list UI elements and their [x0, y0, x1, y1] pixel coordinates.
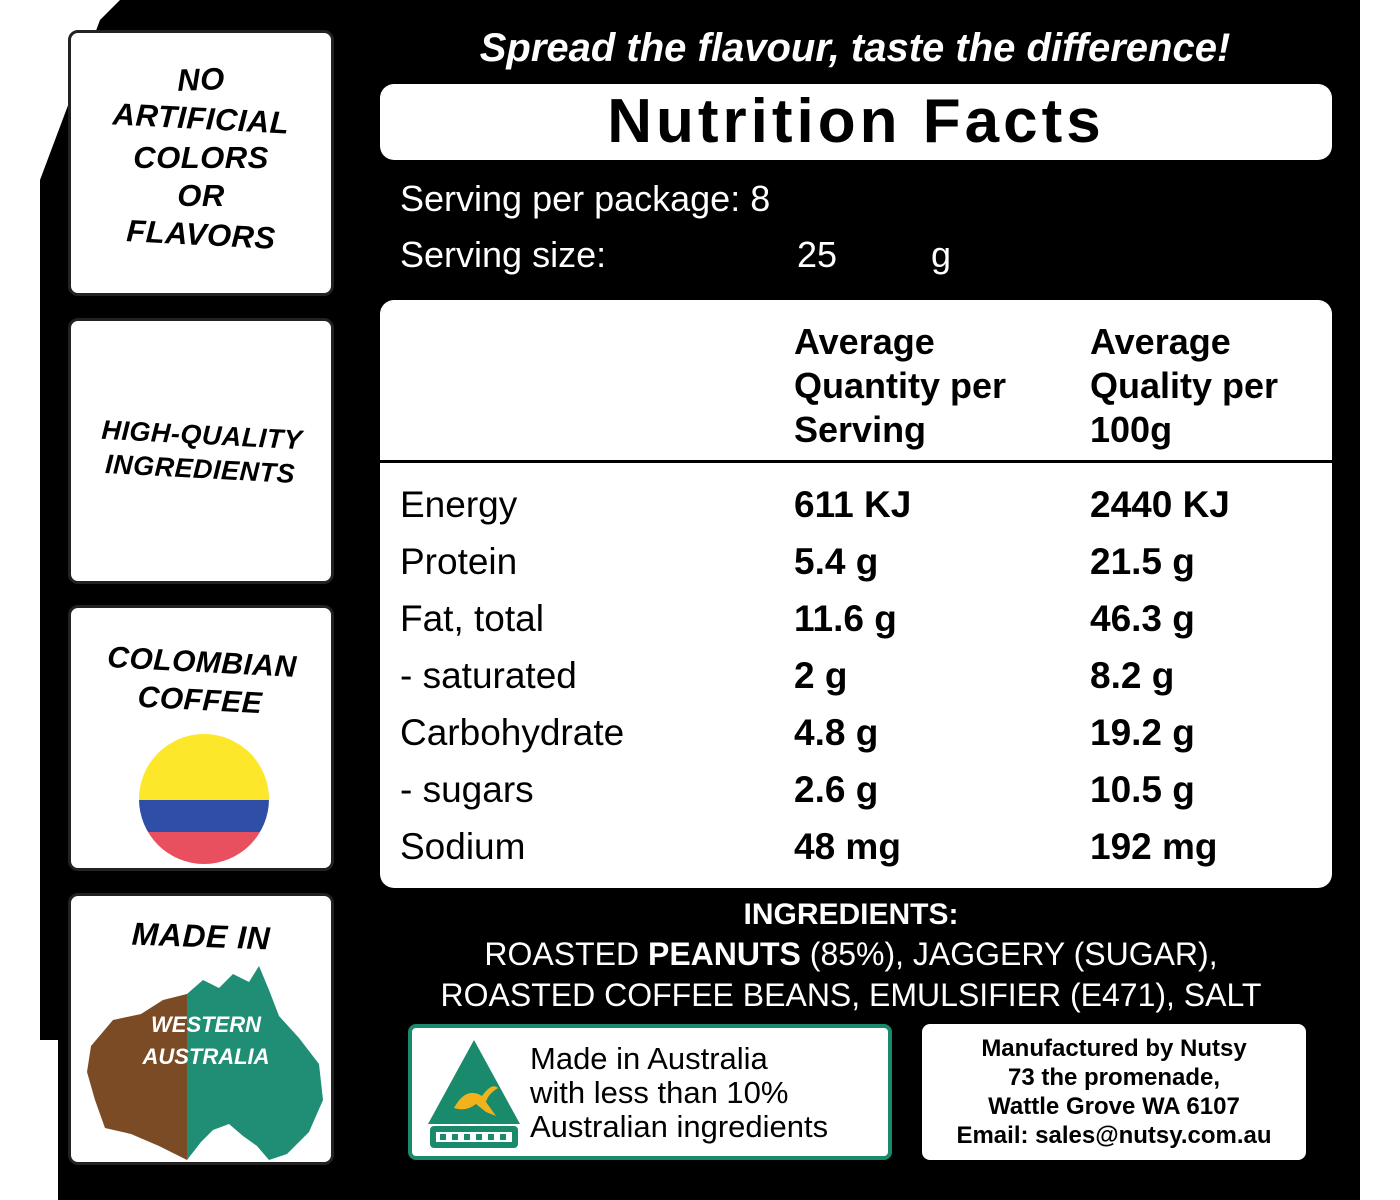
per-serving-value: 2 g [794, 655, 848, 696]
nutrient-name: Sodium [400, 826, 526, 867]
serving-size-value: 25 [797, 234, 838, 275]
nutrient-name: - sugars [400, 769, 534, 810]
header-per-serving: Average Quantity per Serving [794, 321, 1007, 450]
per-100g-value: 192 mg [1090, 826, 1218, 867]
region-label-1: WESTERN [151, 1012, 261, 1037]
table-row-fat: Fat, total 11.6 g 46.3 g [380, 598, 1332, 655]
per-serving-value: 5.4 g [794, 541, 879, 582]
nutrient-name: Carbohydrate [400, 712, 625, 753]
table-row-sodium: Sodium 48 mg 192 mg [380, 826, 1332, 883]
nutrient-name: Fat, total [400, 598, 544, 639]
serving-size-unit: g [931, 234, 952, 275]
made-in-australia-box: Made in Australia with less than 10% Aus… [408, 1024, 892, 1160]
region-label-2: AUSTRALIA [142, 1044, 270, 1069]
made-in-text: MADE IN [131, 915, 271, 957]
per-serving-value: 48 mg [794, 826, 901, 867]
per-100g-value: 10.5 g [1090, 769, 1195, 810]
manufacturer-box: Manufactured by Nutsy 73 the promenade, … [922, 1024, 1306, 1160]
per-100g-value: 19.2 g [1090, 712, 1195, 753]
manufacturer-email: Email: sales@nutsy.com.au [956, 1122, 1272, 1149]
high-quality-text: HIGH-QUALITY INGREDIENTS [100, 414, 304, 489]
per-100g-value: 2440 KJ [1090, 484, 1230, 525]
nutrient-name: - saturated [400, 655, 577, 696]
no-artificial-badge: NO ARTIFICIAL COLORS OR FLAVORS [68, 30, 334, 296]
australia-map-icon [87, 966, 323, 1160]
servings-per-package: Serving per package: 8 [400, 178, 771, 219]
slogan: Spread the flavour, taste the difference… [479, 26, 1231, 70]
table-row-energy: Energy 611 KJ 2440 KJ [380, 484, 1332, 541]
nutrition-table: Average Quantity per Serving Average Qua… [380, 300, 1332, 888]
per-serving-value: 2.6 g [794, 769, 879, 810]
no-artificial-text: NO ARTIFICIAL COLORS OR FLAVORS [111, 61, 291, 256]
colombian-coffee-text: COLOMBIAN COFFEE [106, 641, 298, 720]
made-in-australia-text: Made in Australia with less than 10% Aus… [530, 1041, 829, 1144]
header-per-100g: Average Quality per 100g [1090, 321, 1279, 450]
table-row-protein: Protein 5.4 g 21.5 g [380, 541, 1332, 598]
colombian-coffee-badge: COLOMBIAN COFFEE [68, 605, 334, 871]
colombia-flag-icon [139, 734, 269, 864]
table-row-saturated: - saturated 2 g 8.2 g [380, 655, 1332, 712]
nutrition-facts-title: Nutrition Facts [380, 84, 1332, 160]
table-row-sugars: - sugars 2.6 g 10.5 g [380, 769, 1332, 826]
ingredients-line-2: ROASTED COFFEE BEANS, EMULSIFIER (E471),… [440, 977, 1262, 1013]
per-serving-value: 4.8 g [794, 712, 879, 753]
serving-size-label: Serving size: [400, 234, 607, 275]
table-row-carbohydrate: Carbohydrate 4.8 g 19.2 g [380, 712, 1332, 769]
kangaroo-triangle-logo-icon [428, 1040, 520, 1148]
ingredients-title: INGREDIENTS: [743, 898, 959, 931]
per-serving-value: 11.6 g [794, 598, 897, 639]
nutrient-name: Protein [400, 541, 518, 582]
nutrient-name: Energy [400, 484, 518, 525]
manufacturer-address-1: 73 the promenade, [1007, 1064, 1221, 1091]
per-serving-value: 611 KJ [794, 484, 912, 525]
per-100g-value: 21.5 g [1090, 541, 1195, 582]
manufacturer-address-2: Wattle Grove WA 6107 [988, 1093, 1240, 1120]
per-100g-value: 46.3 g [1090, 598, 1195, 639]
header-divider [380, 460, 1332, 463]
manufacturer-name: Manufactured by Nutsy [981, 1035, 1247, 1062]
made-in-wa-badge: MADE IN WESTERN AUSTRALIA [68, 893, 334, 1165]
ingredients-line-1: ROASTED PEANUTS (85%), JAGGERY (SUGAR), [484, 936, 1218, 972]
high-quality-badge: HIGH-QUALITY INGREDIENTS [68, 318, 334, 584]
per-100g-value: 8.2 g [1090, 655, 1175, 696]
